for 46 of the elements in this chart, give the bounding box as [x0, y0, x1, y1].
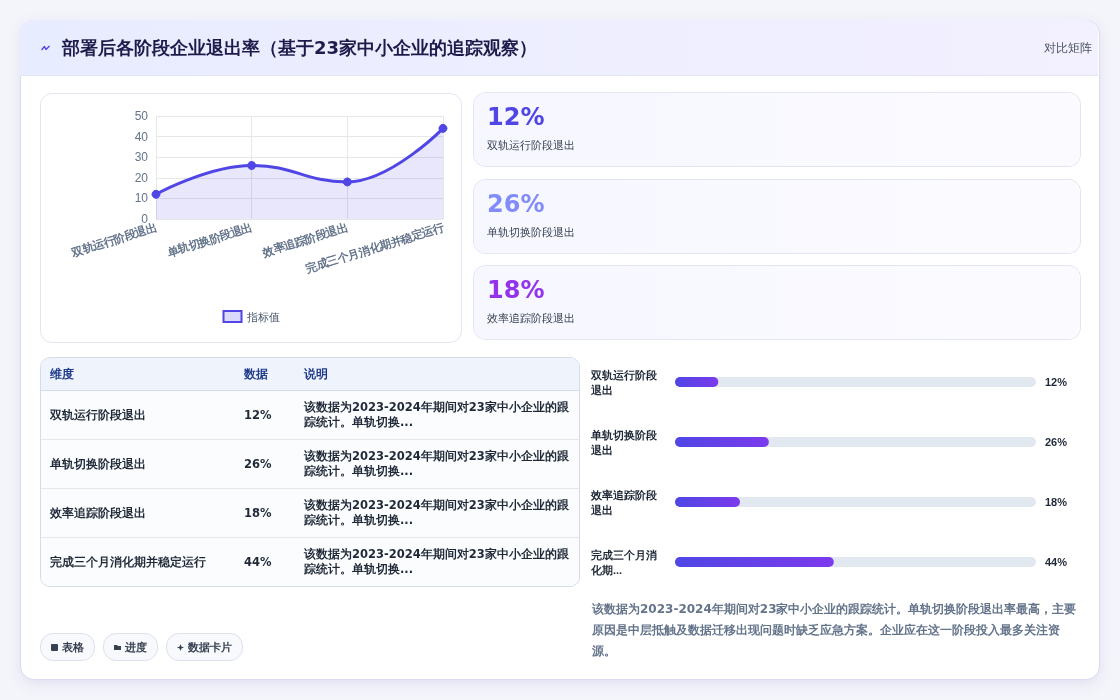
text: 维度 [41, 358, 235, 391]
data-label: 12% [1045, 376, 1068, 388]
y-tick-label: 双轨运行阶段退出 [590, 368, 658, 396]
text: 12% [487, 103, 545, 131]
text: 44% [244, 555, 272, 569]
text: 数据卡片 [188, 639, 232, 655]
text: 表格 [62, 639, 84, 655]
text: 18% [487, 276, 545, 304]
text: 该数据为2023-2024年期间对23家中小企业的跟踪统计。单轨切换... [295, 440, 579, 489]
text: 18% [244, 506, 272, 520]
y-tick-label: 0 [141, 212, 149, 226]
text: 部署后各阶段企业退出率（基于23家中小企业的追踪观察） [62, 36, 538, 60]
text: 该数据为2023-2024年期间对23家中小企业的跟踪统计。单轨切换... [295, 538, 579, 586]
category-label: 双轨运行阶段退出 [487, 138, 575, 153]
y-tick-label: 20 [134, 170, 149, 185]
text: 数据 [235, 358, 295, 391]
bar [675, 497, 740, 507]
bar [675, 377, 719, 387]
category-label: 完成三个月消化期并稳定运行 [41, 538, 235, 586]
point [151, 189, 161, 199]
y-tick-label: 30 [134, 150, 149, 165]
y-tick-label: 10 [134, 191, 149, 206]
point [247, 160, 257, 170]
text: 该数据为2023-2024年期间对23家中小企业的跟踪统计。单轨切换... [295, 489, 579, 538]
category-label: 效率追踪阶段退出 [487, 311, 575, 326]
y-tick-label: 完成三个月消化期... [590, 548, 657, 576]
y-tick-label: 40 [134, 129, 149, 144]
text: 说明 [295, 358, 579, 391]
text: 26% [487, 189, 545, 218]
data-label: 26% [1045, 436, 1068, 448]
y-tick-label: 单轨切换阶段退出 [590, 428, 658, 456]
data-label: 18% [1045, 496, 1068, 508]
y-tick-label: 50 [134, 109, 149, 123]
legend-label: 指标值 [245, 310, 280, 323]
text: 26% [244, 457, 272, 471]
text: 该数据为2023-2024年期间对23家中小企业的跟踪统计。单轨切换阶段退出率最高，主要原因是中层抵触及数据迁移出现问题时缺乏应急方案。企业应在这一阶段投入最多关注资源。 [592, 601, 1078, 660]
text: 对比矩阵 [1044, 40, 1092, 57]
text: 该数据为2023-2024年期间对23家中小企业的跟踪统计。单轨切换... [295, 391, 579, 440]
bar [675, 437, 769, 447]
y-tick-label: 效率追踪阶段退出 [590, 488, 658, 516]
point [438, 123, 448, 133]
point [342, 177, 352, 187]
data-label: 44% [1045, 556, 1068, 568]
x-tick-label: 单轨切换阶段退出 [164, 221, 254, 260]
text: 12% [244, 408, 272, 422]
text: 进度 [125, 639, 147, 655]
